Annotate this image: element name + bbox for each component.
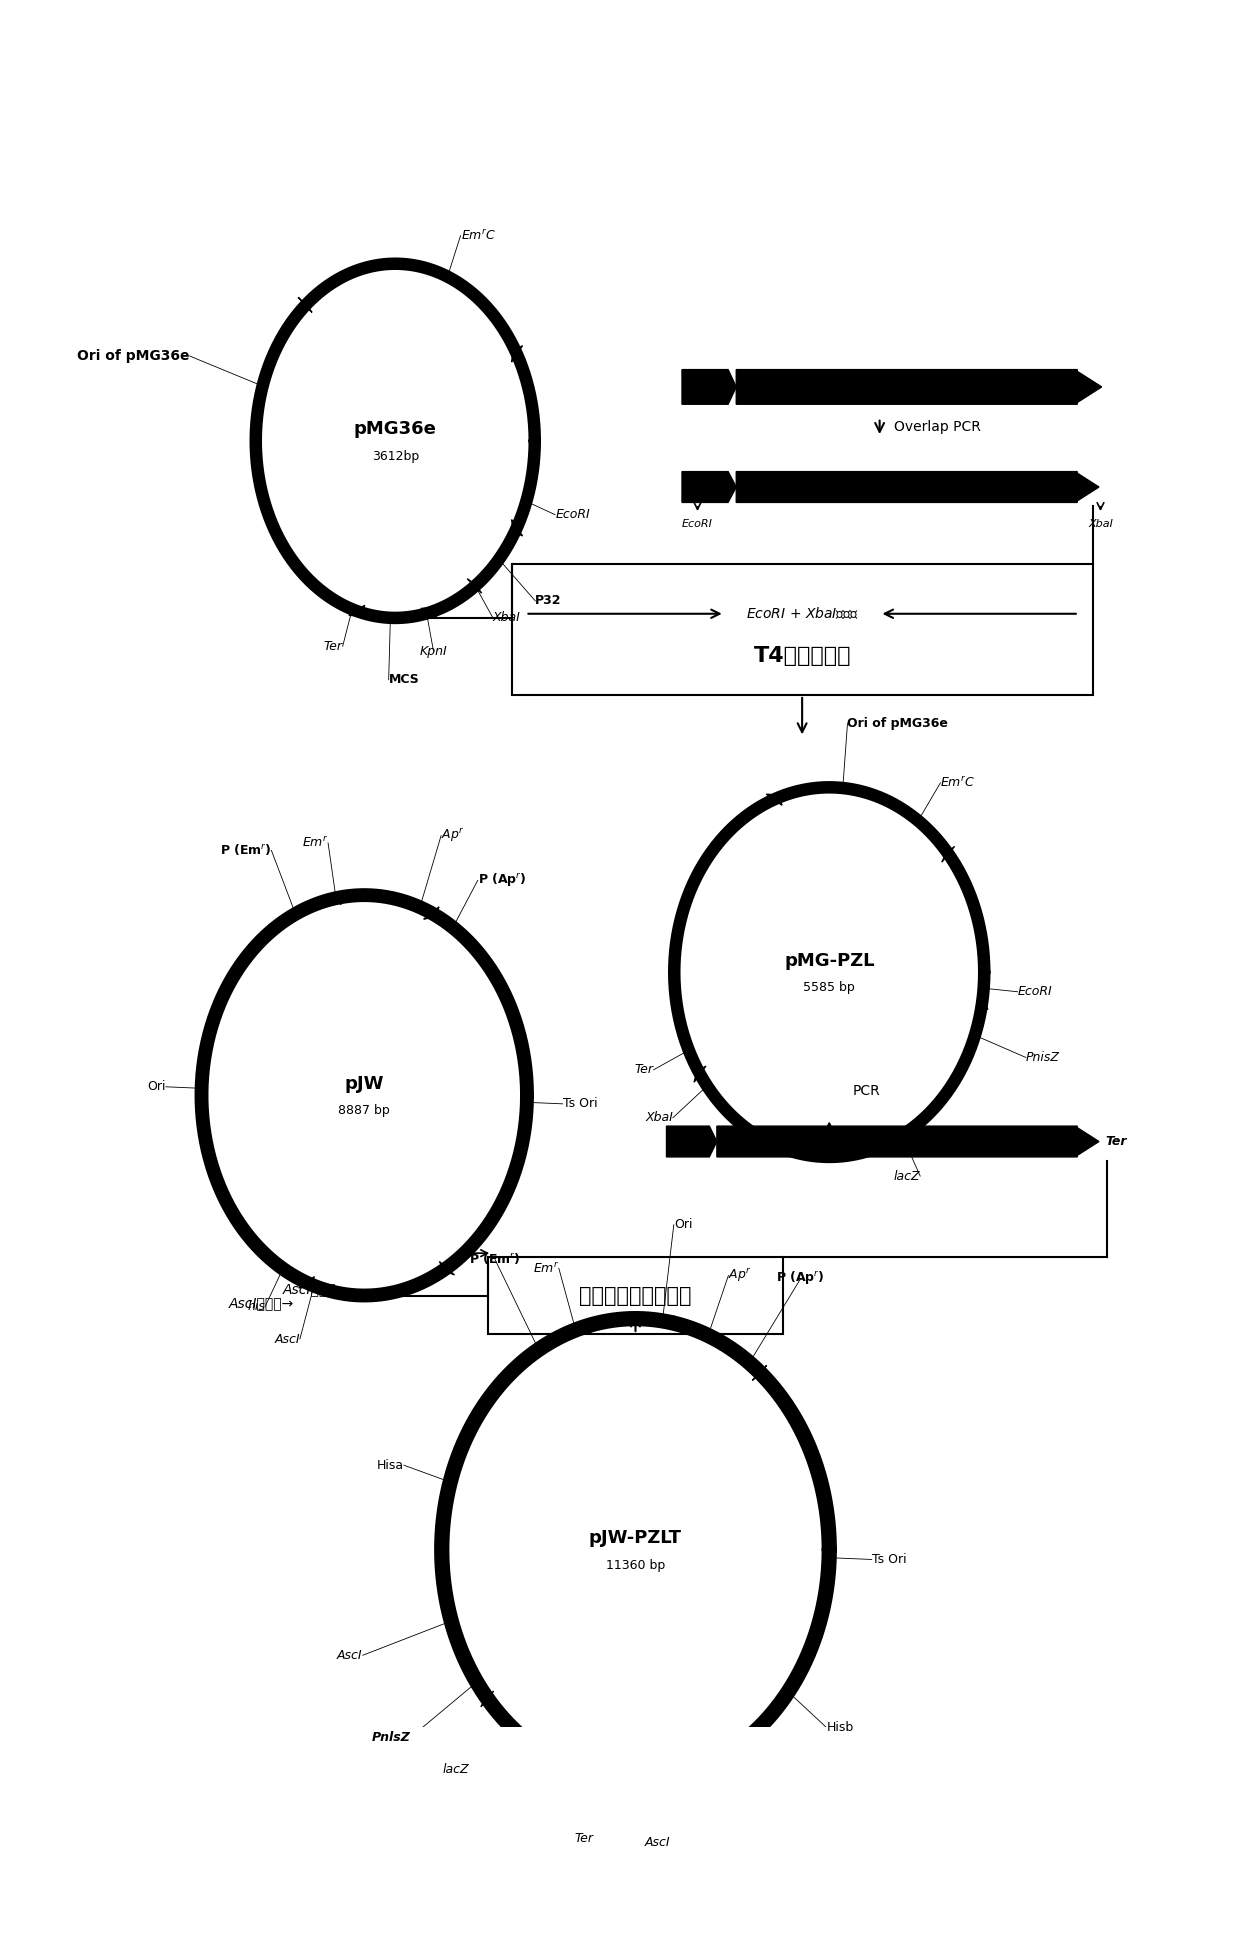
Text: MCS: MCS — [388, 674, 419, 687]
Text: PnlsZ: PnlsZ — [371, 1731, 410, 1745]
Polygon shape — [196, 1073, 207, 1089]
Text: 5585 bp: 5585 bp — [804, 980, 856, 994]
Polygon shape — [512, 520, 522, 536]
Text: P (Em$^r$): P (Em$^r$) — [219, 842, 272, 858]
Polygon shape — [299, 1277, 315, 1289]
Text: Em$^r$C: Em$^r$C — [940, 776, 975, 790]
Polygon shape — [512, 345, 522, 363]
Polygon shape — [424, 906, 439, 920]
Text: XbaI: XbaI — [1087, 518, 1114, 530]
Text: his: his — [247, 1300, 265, 1314]
Text: pMG36e: pMG36e — [353, 421, 436, 439]
Text: pJW-PZLT: pJW-PZLT — [589, 1530, 682, 1547]
Text: Hisa: Hisa — [377, 1460, 404, 1471]
Text: 无缝克隆试剂盒连接: 无缝克隆试剂盒连接 — [579, 1285, 692, 1306]
Polygon shape — [467, 578, 481, 594]
Text: Ter: Ter — [324, 641, 342, 652]
Polygon shape — [585, 1770, 600, 1780]
Text: KpnI: KpnI — [419, 644, 448, 658]
Polygon shape — [348, 606, 365, 615]
Text: AscI: AscI — [645, 1836, 670, 1850]
Text: T4连接酶连接: T4连接酶连接 — [754, 646, 851, 666]
Polygon shape — [325, 893, 341, 905]
Text: Ter: Ter — [574, 1832, 594, 1846]
Polygon shape — [766, 794, 782, 806]
Polygon shape — [737, 472, 1099, 503]
Text: $P_{nisZ}$: $P_{nisZ}$ — [677, 1135, 702, 1149]
Text: 3612bp: 3612bp — [372, 450, 419, 462]
Polygon shape — [682, 472, 737, 503]
Text: P (Ap$^r$): P (Ap$^r$) — [776, 1269, 825, 1287]
Text: PCR: PCR — [853, 1085, 880, 1099]
Text: AscI: AscI — [274, 1333, 300, 1345]
Text: P (Ap$^r$): P (Ap$^r$) — [477, 872, 526, 889]
Text: $P_{nisZ}$: $P_{nisZ}$ — [693, 479, 719, 493]
Polygon shape — [443, 1485, 453, 1500]
Polygon shape — [738, 1731, 753, 1747]
Text: Ori: Ori — [148, 1081, 166, 1093]
Polygon shape — [422, 608, 436, 619]
Polygon shape — [753, 1365, 766, 1380]
Text: AscI: AscI — [337, 1648, 363, 1661]
Text: Ts Ori: Ts Ori — [563, 1097, 598, 1110]
Text: Ap$^r$: Ap$^r$ — [728, 1267, 751, 1285]
Text: Ts Ori: Ts Ori — [872, 1553, 906, 1566]
Text: AscI单酶切→: AscI单酶切→ — [228, 1297, 294, 1310]
Text: Em$^r$C: Em$^r$C — [460, 229, 496, 243]
Polygon shape — [658, 1316, 675, 1326]
Text: EcoRI: EcoRI — [556, 509, 590, 522]
Text: Hisb: Hisb — [826, 1722, 853, 1733]
Polygon shape — [444, 1603, 455, 1621]
Text: EcoRI: EcoRI — [1018, 986, 1053, 998]
Bar — [511, 565, 1092, 695]
Text: pJW: pJW — [345, 1075, 384, 1093]
Text: Ori: Ori — [673, 1219, 692, 1231]
Polygon shape — [823, 1545, 835, 1561]
Text: Ap$^r$: Ap$^r$ — [441, 827, 465, 844]
Text: Em$^r$: Em$^r$ — [533, 1262, 559, 1275]
Polygon shape — [978, 969, 990, 982]
Text: $P_{nisZ}$: $P_{nisZ}$ — [693, 380, 719, 394]
Text: AscI单酶切: AscI单酶切 — [283, 1283, 336, 1297]
Polygon shape — [977, 994, 988, 1009]
Text: EcoRI: EcoRI — [682, 518, 713, 530]
Polygon shape — [694, 1066, 706, 1083]
Text: P (Em$^r$): P (Em$^r$) — [469, 1252, 521, 1267]
Polygon shape — [737, 369, 1101, 404]
Text: Ori of pMG36e: Ori of pMG36e — [847, 716, 949, 730]
Polygon shape — [682, 369, 737, 404]
Bar — [489, 1258, 782, 1333]
Polygon shape — [821, 1584, 831, 1601]
Polygon shape — [481, 1691, 494, 1706]
Polygon shape — [439, 1262, 454, 1275]
Text: $EcoRI$ + $XbaI$双酶切: $EcoRI$ + $XbaI$双酶切 — [745, 606, 858, 621]
Text: lacZ: lacZ — [894, 1170, 920, 1182]
Polygon shape — [885, 1134, 900, 1147]
Text: pMG-PZL: pMG-PZL — [784, 951, 874, 970]
Text: Ter: Ter — [1105, 1135, 1127, 1147]
Text: Overlap PCR: Overlap PCR — [894, 419, 981, 435]
Text: P32: P32 — [536, 594, 562, 608]
Polygon shape — [941, 846, 955, 862]
Text: PnisZ: PnisZ — [1025, 1050, 1060, 1064]
Polygon shape — [575, 1322, 591, 1333]
Text: Em$^r$: Em$^r$ — [301, 837, 329, 850]
Polygon shape — [298, 297, 312, 313]
Polygon shape — [667, 1126, 717, 1157]
Text: Ori of pMG36e: Ori of pMG36e — [77, 349, 190, 363]
Text: 11360 bp: 11360 bp — [606, 1559, 665, 1572]
Text: XbaI: XbaI — [492, 611, 521, 625]
Polygon shape — [717, 1126, 1099, 1157]
Text: XbaI: XbaI — [645, 1112, 673, 1124]
Text: 8887 bp: 8887 bp — [339, 1104, 391, 1118]
Text: lacZ: lacZ — [443, 1762, 470, 1776]
Text: Ter: Ter — [635, 1064, 653, 1075]
